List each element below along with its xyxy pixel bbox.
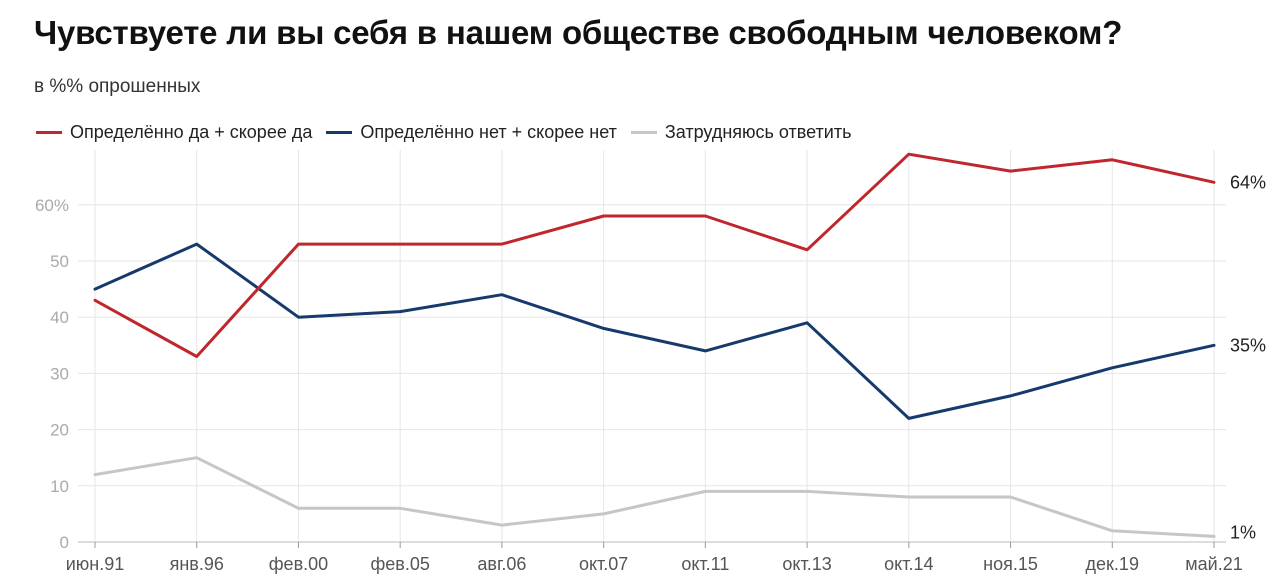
series-line-undecided	[93, 456, 1216, 538]
chart-title: Чувствуете ли вы себя в нашем обществе с…	[34, 14, 1123, 51]
end-label-no: 35%	[1230, 335, 1266, 355]
x-tick-label: окт.11	[681, 554, 729, 574]
y-tick-label: 20	[50, 421, 69, 440]
x-tick-label: дек.19	[1086, 554, 1139, 574]
x-tick-label: май.21	[1185, 554, 1242, 574]
x-tick-label: янв.96	[170, 554, 224, 574]
x-tick-label: ноя.15	[983, 554, 1038, 574]
x-tick-label: июн.91	[66, 554, 125, 574]
legend-label-undecided: Затрудняюсь ответить	[664, 122, 852, 142]
legend-swatch-yes	[36, 131, 62, 134]
legend-label-yes: Определённо да + скорее да	[70, 122, 313, 142]
x-tick-label: фев.05	[370, 554, 429, 574]
end-label-yes: 64%	[1230, 172, 1266, 192]
end-label-undecided: 1%	[1230, 522, 1256, 542]
x-tick-label: окт.13	[782, 554, 831, 574]
x-tick-label: окт.14	[884, 554, 933, 574]
x-tick-label: окт.07	[579, 554, 628, 574]
y-tick-label: 10	[50, 477, 69, 496]
y-tick-label: 50	[50, 252, 69, 271]
legend-item-no: Определённо нет + скорее нет	[326, 122, 617, 143]
chart-subtitle: в %% опрошенных	[34, 76, 201, 97]
legend-item-yes: Определённо да + скорее да	[36, 122, 312, 143]
y-tick-label: 30	[50, 364, 69, 383]
legend-swatch-undecided	[630, 131, 657, 134]
series-line-no	[93, 242, 1216, 420]
legend: Определённо да + скорее да Определённо н…	[36, 122, 865, 143]
y-tick-label: 60%	[35, 196, 69, 215]
legend-swatch-no	[326, 131, 353, 134]
series-line-yes	[93, 152, 1216, 358]
y-tick-label: 40	[50, 308, 69, 327]
x-tick-label: фев.00	[269, 554, 328, 574]
x-tick-label: авг.06	[477, 554, 526, 574]
legend-item-undecided: Затрудняюсь ответить	[630, 122, 852, 143]
legend-label-no: Определённо нет + скорее нет	[360, 122, 617, 142]
y-tick-label: 0	[60, 533, 69, 552]
